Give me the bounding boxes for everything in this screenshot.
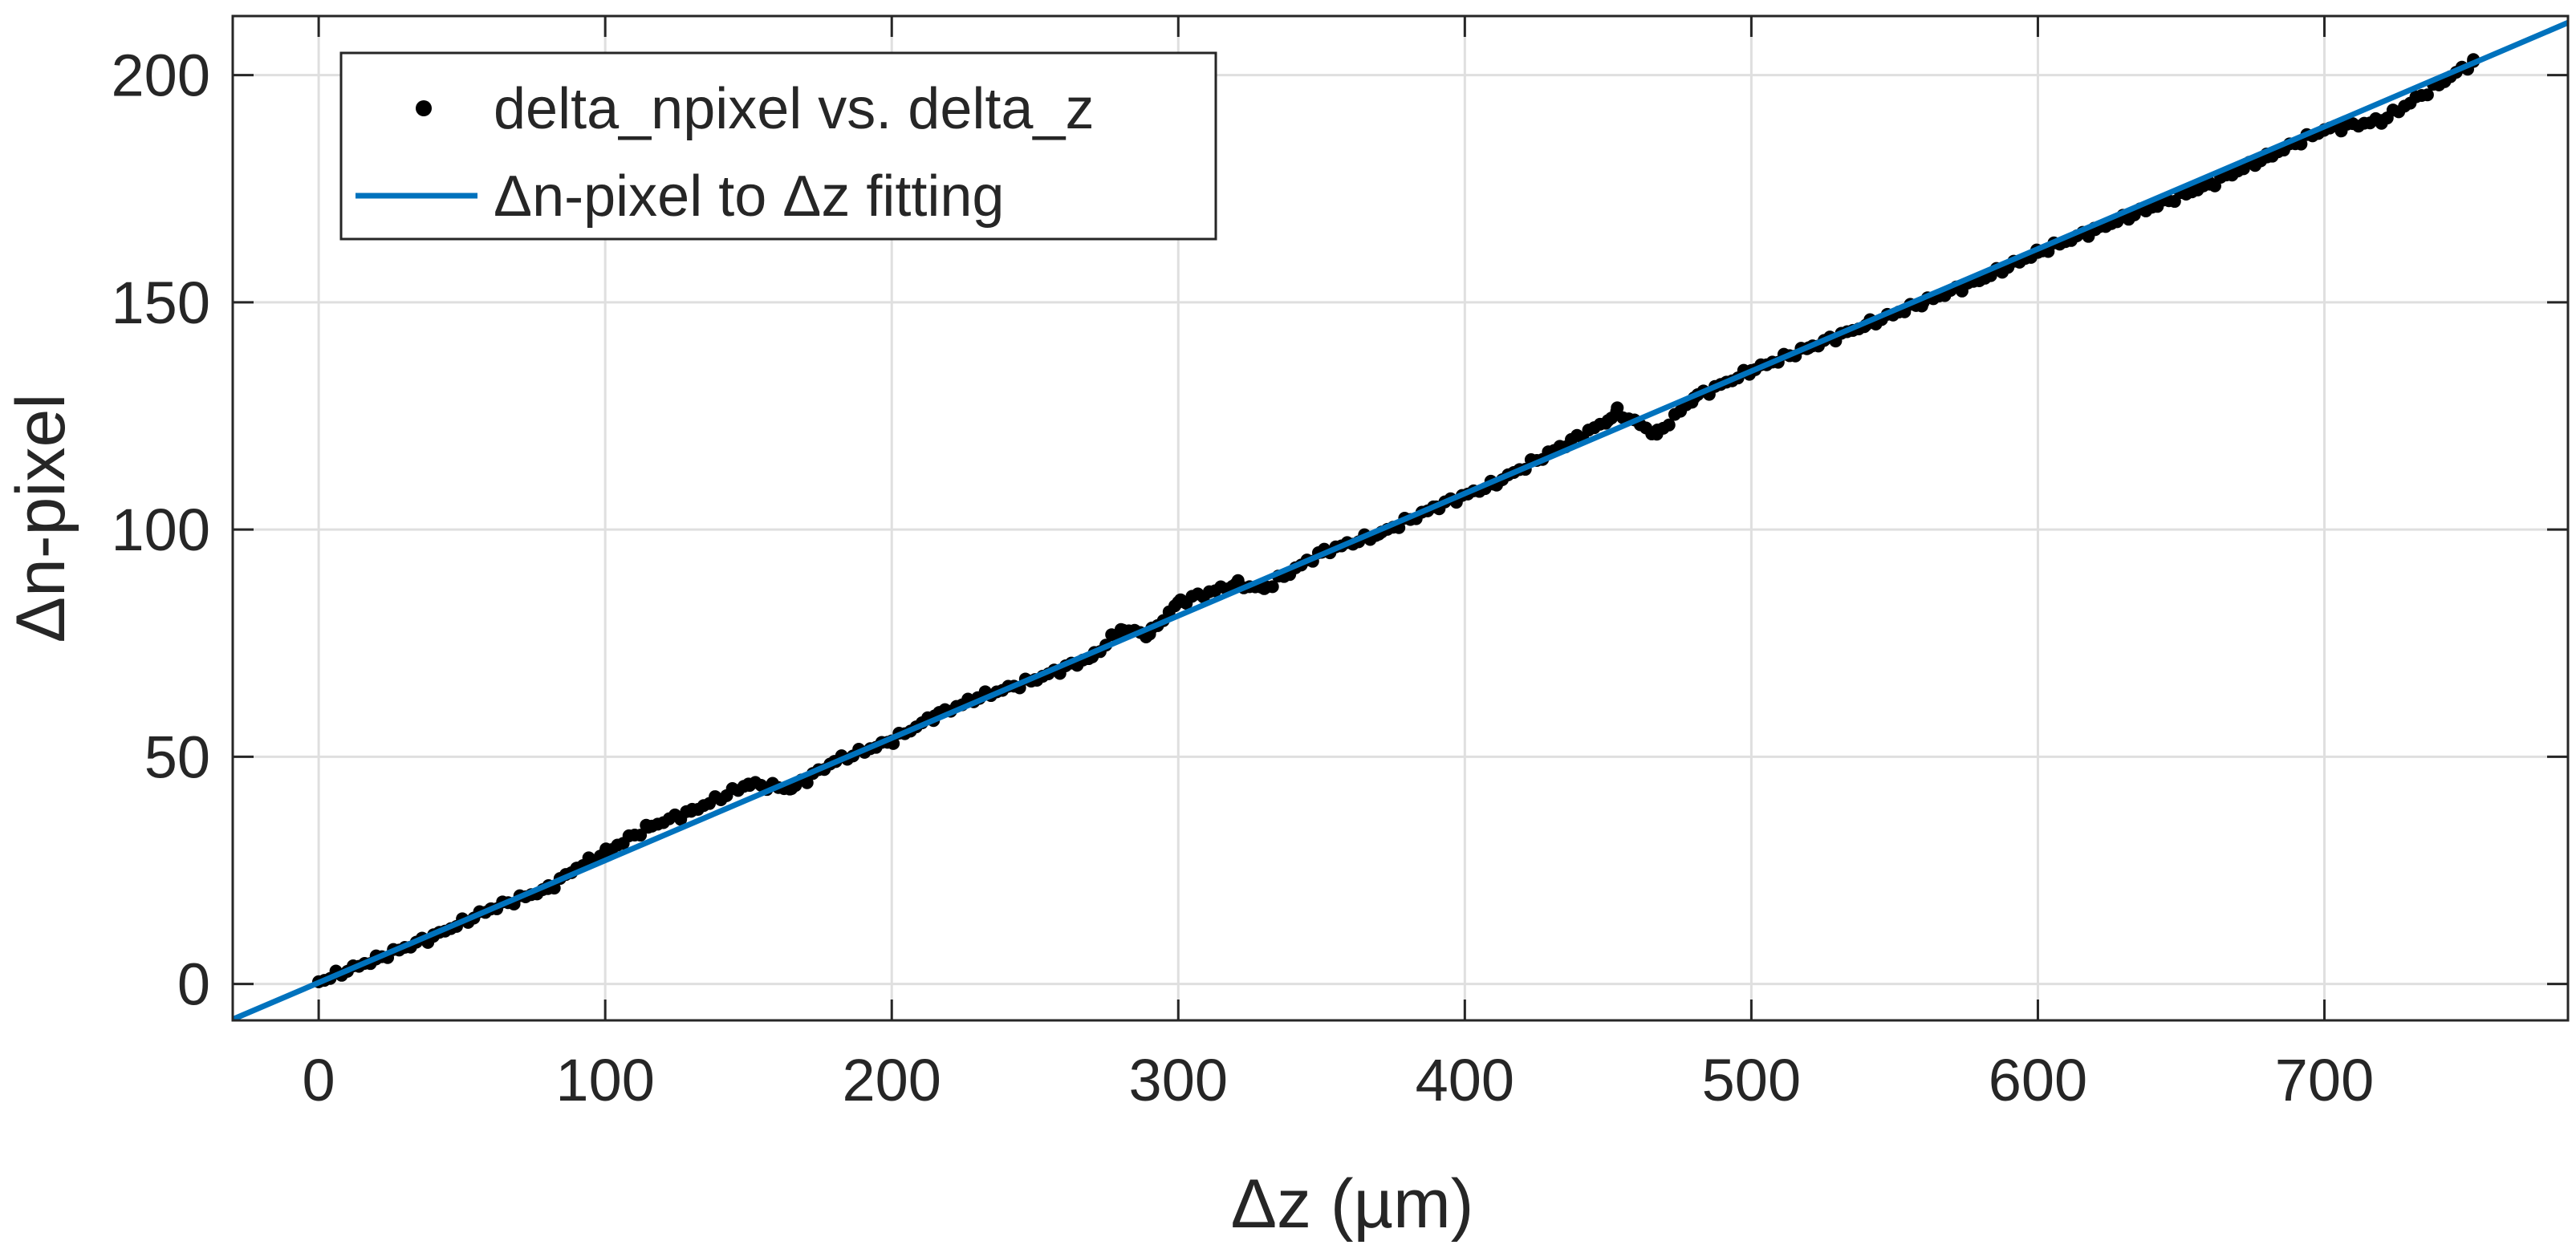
y-tick-label: 50 [144,724,210,790]
data-point [1650,428,1664,441]
y-tick-label: 100 [112,497,210,563]
data-point [685,805,698,818]
fit-line-series [233,20,2568,1020]
data-point [2203,177,2216,191]
data-point [1114,622,1128,636]
x-tick-label: 400 [1416,1047,1514,1113]
x-tick-label: 500 [1702,1047,1801,1113]
data-point [2375,114,2388,128]
data-point [1601,414,1615,428]
x-tick-label: 200 [842,1047,941,1113]
data-point [800,776,814,789]
data-point [742,777,755,791]
x-tick-label: 100 [555,1047,654,1113]
y-tick-label: 200 [112,43,210,109]
x-tick-label: 600 [1989,1047,2087,1113]
x-tick-label: 700 [2275,1047,2374,1113]
data-point [641,821,655,834]
data-point [785,782,798,796]
x-tick-label: 300 [1129,1047,1228,1113]
data-point [2420,88,2434,102]
y-tick-label: 0 [177,951,210,1018]
grid-layer [233,16,2568,1020]
x-tick-label: 0 [303,1047,335,1113]
axis-ticks: 0 100 200 300 400 500 600 700 0 50 100 150 200 [112,16,2568,1113]
x-axis-label: Δz (µm) [1231,1166,1474,1243]
plot-frame [231,14,2570,1022]
legend: delta_npixel vs. delta_z Δn-pixel to Δz … [339,51,1217,241]
y-tick-label: 150 [112,270,210,336]
data-point [1662,418,1676,432]
data-point [1610,404,1623,418]
data-point [1172,595,1185,609]
data-point [599,845,612,859]
legend-entry-scatter: delta_npixel vs. delta_z [494,77,1094,141]
legend-entry-fit: Δn-pixel to Δz fitting [494,164,1004,229]
data-point [634,829,648,842]
y-axis-label: Δn-pixel [2,394,79,643]
fit-line [233,20,2568,1020]
legend-box [339,51,1217,241]
legend-marker-scatter [416,100,432,116]
data-point [1258,582,1271,595]
